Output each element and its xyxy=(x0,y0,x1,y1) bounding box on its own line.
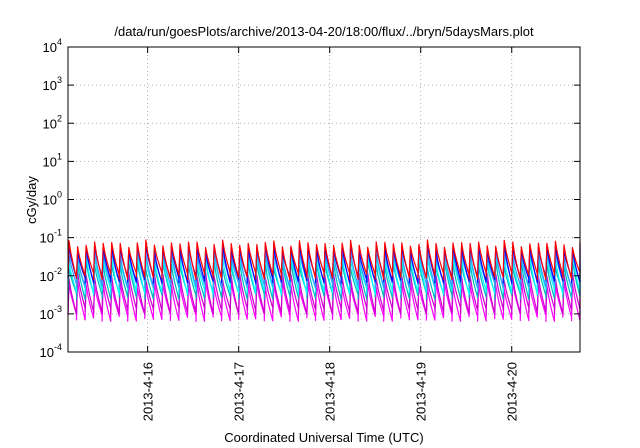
axis-ticks xyxy=(68,46,580,353)
y-tick-label: 10-4 xyxy=(40,342,62,360)
y-tick-label: 10-3 xyxy=(40,304,62,322)
x-tick-label: 2013-4-17 xyxy=(232,362,247,421)
y-tick-label: 103 xyxy=(43,75,62,93)
y-tick-labels: 104 103 102 101 100 10-1 10-2 10-3 10-4 xyxy=(40,37,62,360)
series-line xyxy=(67,239,581,280)
x-axis-label: Coordinated Universal Time (UTC) xyxy=(224,430,423,445)
x-tick-label: 2013-4-16 xyxy=(141,362,156,421)
y-tick-label: 102 xyxy=(43,113,62,131)
y-tick-label: 10-2 xyxy=(40,266,62,284)
series-lines xyxy=(67,239,581,322)
chart-title: /data/run/goesPlots/archive/2013-04-20/1… xyxy=(114,24,534,39)
y-tick-label: 100 xyxy=(43,190,62,208)
x-tick-labels: 2013-4-16 2013-4-17 2013-4-18 2013-4-19 2013… xyxy=(141,362,520,421)
x-tick-label: 2013-4-20 xyxy=(505,362,520,421)
y-axis-label: cGy/day xyxy=(24,176,39,224)
x-tick-label: 2013-4-19 xyxy=(414,362,429,421)
y-tick-label: 104 xyxy=(43,37,62,55)
y-tick-label: 101 xyxy=(43,151,62,169)
x-tick-label: 2013-4-18 xyxy=(323,362,338,421)
y-tick-label: 10-1 xyxy=(40,228,62,246)
